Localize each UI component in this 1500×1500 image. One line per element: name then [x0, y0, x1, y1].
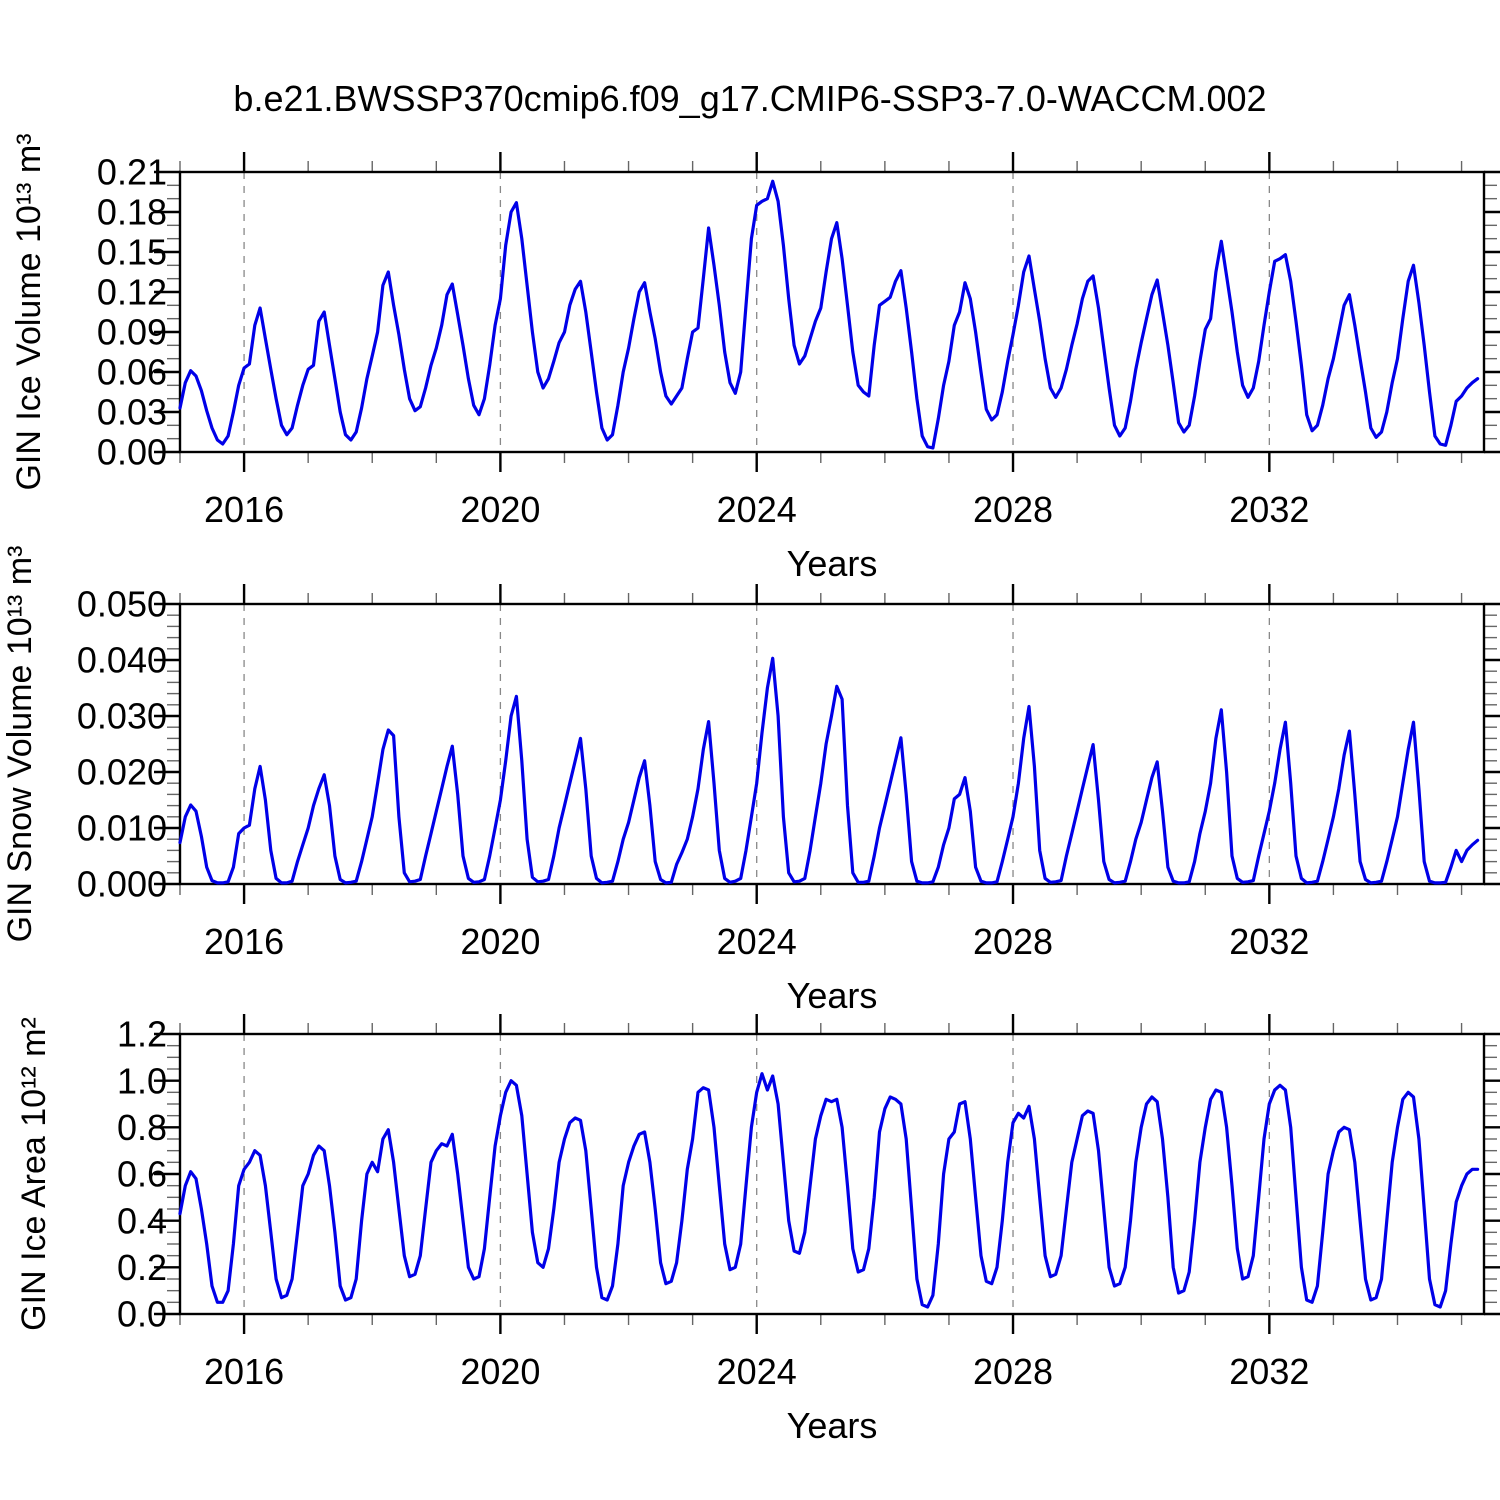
- x-axis-title: Years: [787, 543, 878, 584]
- x-axis-title: Years: [787, 1405, 878, 1446]
- chart-title: b.e21.BWSSP370cmip6.f09_g17.CMIP6-SSP3-7…: [233, 78, 1267, 119]
- x-tick-label: 2028: [973, 1351, 1053, 1392]
- y-tick-label: 0.18: [97, 192, 167, 233]
- x-tick-label: 2032: [1229, 921, 1309, 962]
- y-tick-label: 0.030: [77, 696, 167, 737]
- y-axis-title: GIN Snow Volume 10¹³ m³: [1, 546, 39, 943]
- x-tick-label: 2016: [204, 921, 284, 962]
- x-axis-title: Years: [787, 975, 878, 1016]
- y-tick-label: 1.0: [117, 1060, 167, 1101]
- y-tick-label: 0.12: [97, 272, 167, 313]
- y-tick-label: 0.09: [97, 312, 167, 353]
- x-tick-label: 2016: [204, 1351, 284, 1392]
- panel-1: 2016 2020 2024 2028 2032 0.000.030.060.090.12…: [10, 133, 1500, 584]
- y-tick-label: 0.040: [77, 640, 167, 681]
- plot-box: [178, 1032, 1486, 1316]
- y-tick-label: 0.21: [97, 152, 167, 193]
- plot-box: [178, 602, 1486, 886]
- y-axis-title: GIN Ice Area 10¹² m²: [15, 1017, 53, 1331]
- y-tick-label: 0.050: [77, 584, 167, 625]
- x-tick-label: 2024: [717, 489, 797, 530]
- y-tick-label: 0.4: [117, 1200, 167, 1241]
- y-tick-label: 0.06: [97, 352, 167, 393]
- y-tick-label: 0.03: [97, 392, 167, 433]
- y-tick-label: 0.020: [77, 752, 167, 793]
- y-tick-label: 0.000: [77, 864, 167, 905]
- plot-box: [178, 170, 1486, 454]
- y-tick-label: 0.8: [117, 1107, 167, 1148]
- series-line: [178, 1072, 1480, 1309]
- y-tick-label: 1.2: [117, 1014, 167, 1055]
- x-tick-label: 2020: [460, 1351, 540, 1392]
- x-tick-label: 2028: [973, 921, 1053, 962]
- y-tick-label: 0.0: [117, 1294, 167, 1335]
- y-tick-label: 0.010: [77, 808, 167, 849]
- x-tick-label: 2020: [460, 489, 540, 530]
- panel-2: 2016 2020 2024 2028 2032 0.000 0.010 0.020 0.030…: [1, 546, 1500, 1016]
- x-tick-label: 2028: [973, 489, 1053, 530]
- y-axis-title: GIN Ice Volume 10¹³ m³: [10, 133, 48, 490]
- x-tick-label: 2032: [1229, 1351, 1309, 1392]
- y-tick-label: 0.15: [97, 232, 167, 273]
- x-tick-label: 2024: [717, 921, 797, 962]
- x-tick-label: 2032: [1229, 489, 1309, 530]
- y-tick-label: 0.00: [97, 432, 167, 473]
- x-tick-label: 2016: [204, 489, 284, 530]
- x-tick-label: 2024: [717, 1351, 797, 1392]
- series-line: [178, 179, 1480, 450]
- series-line: [178, 656, 1480, 885]
- x-tick-label: 2020: [460, 921, 540, 962]
- y-tick-label: 0.2: [117, 1247, 167, 1288]
- y-tick-label: 0.6: [117, 1154, 167, 1195]
- panel-3: 2016 2020 2024 2028 2032 0.0 0.2 0.4 0.6 0.8 1.0 1.…: [15, 1014, 1500, 1446]
